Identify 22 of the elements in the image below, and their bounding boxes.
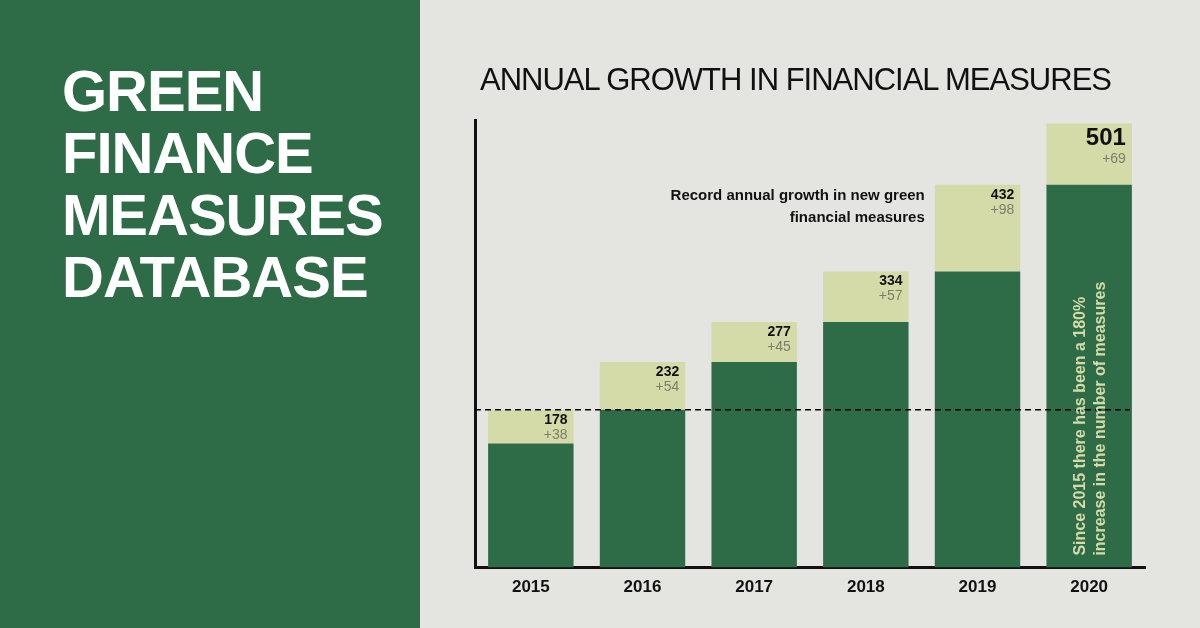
data-label: +54 (655, 377, 680, 394)
total-label: 178 (544, 410, 568, 427)
x-tick-label: 2019 (958, 577, 997, 597)
x-tick-label: 2017 (735, 577, 774, 597)
total-label: 432 (990, 185, 1015, 202)
text: GREEN FINANCE MEASURES DATABASE (62, 58, 384, 309)
data-label: +57 (878, 287, 903, 304)
total-label: 277 (767, 322, 792, 339)
data-label: +69 (1102, 150, 1127, 167)
annotation: Record annual growth in new green financial measures (670, 186, 925, 225)
x-tick-label: 2015 (511, 577, 550, 597)
x-tick-label: 2016 (623, 577, 662, 597)
total-label: 501 (1085, 123, 1126, 151)
annotation: Since 2015 there has been a 180% increase in the number of measures (1071, 281, 1109, 556)
total-label: 232 (655, 362, 680, 379)
x-tick-label: 2020 (1070, 577, 1109, 597)
data-label: +98 (990, 200, 1015, 217)
total-label: 334 (879, 272, 903, 289)
data-label: +38 (543, 425, 568, 442)
data-label: +45 (767, 337, 792, 354)
x-tick-label: 2018 (846, 577, 885, 597)
chart-subtitle: ANNUAL GROWTH IN FINANCIAL MEASURES (480, 62, 1112, 98)
